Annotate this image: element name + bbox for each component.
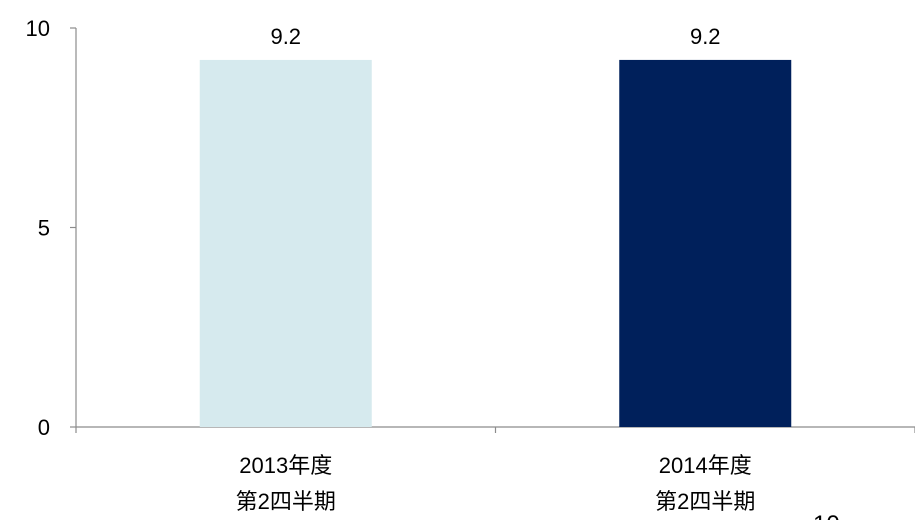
category-label: 2013年度 bbox=[239, 453, 332, 478]
bar-value-labels: 9.2 9.2 bbox=[270, 24, 720, 49]
bar-value-label: 9.2 bbox=[270, 24, 301, 49]
category-label: 第2四半期 bbox=[655, 489, 755, 514]
category-label: 2014年度 bbox=[659, 453, 752, 478]
x-ticks bbox=[75, 427, 915, 433]
y-tick-label: 10 bbox=[26, 16, 50, 41]
bars bbox=[199, 59, 792, 428]
bar bbox=[199, 59, 372, 428]
category-label: 第2四半期 bbox=[236, 489, 336, 514]
bar-value-label: 9.2 bbox=[690, 24, 721, 49]
page-number: 10 bbox=[813, 511, 840, 520]
bar bbox=[619, 59, 792, 428]
y-tick-label: 0 bbox=[38, 415, 50, 440]
y-ticks: 0 5 10 bbox=[26, 16, 76, 440]
y-tick-label: 5 bbox=[38, 216, 50, 241]
